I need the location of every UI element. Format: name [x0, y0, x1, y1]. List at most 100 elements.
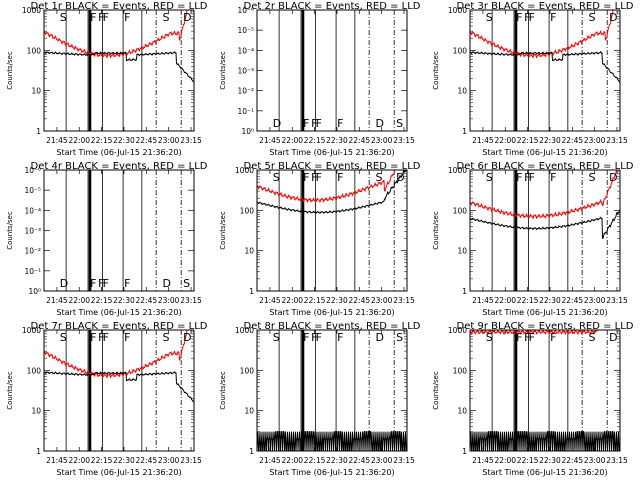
x-tick-label: 21:45: [46, 296, 68, 305]
flag-label: F: [337, 171, 343, 184]
x-tick-label: 22:15: [517, 296, 539, 305]
flag-label: S: [273, 331, 280, 344]
x-tick-label: 22:45: [136, 296, 158, 305]
series-line-a: [257, 170, 396, 204]
x-tick-label: 23:00: [584, 456, 606, 465]
x-tick-label: 22:15: [304, 456, 326, 465]
series-line-a: [44, 330, 189, 379]
flag-label: F: [103, 11, 109, 24]
y-tick-label: 10: [244, 407, 254, 416]
y-tick-label: 1: [462, 287, 467, 296]
y-tick-label: 100: [240, 366, 255, 375]
x-tick-label: 21:45: [472, 136, 494, 145]
x-tick-label: 23:00: [158, 136, 180, 145]
plot-frame: [256, 329, 408, 452]
y-tick-label: 100: [27, 366, 42, 375]
flag-label: S: [273, 171, 280, 184]
x-tick-label: 23:15: [180, 136, 202, 145]
flag-label: S: [60, 11, 67, 24]
y-tick-label: 10⁻⁴: [237, 46, 254, 55]
x-axis-label: Start Time (06-Jul-15 21:36:20): [56, 308, 181, 317]
x-axis-label: Start Time (06-Jul-15 21:36:20): [482, 308, 607, 317]
y-tick-label: 10: [457, 407, 467, 416]
flag-label: F: [311, 331, 317, 344]
series-line-b: [470, 431, 620, 451]
flag-label: F: [529, 331, 535, 344]
y-tick-label: 100: [453, 366, 468, 375]
y-tick-label: 1000: [448, 6, 467, 15]
flag-label: D: [609, 331, 617, 344]
y-axis-label: Counts/sec: [432, 371, 440, 410]
y-tick-label: 10: [457, 87, 467, 96]
x-tick-label: 21:45: [259, 456, 281, 465]
chart-title: Det 7r BLACK = Events, RED = LLD: [31, 321, 208, 332]
flag-label: S: [396, 117, 403, 130]
chart-panel-det7: Det 7r BLACK = Events, RED = LLD Counts/s…: [6, 321, 208, 477]
flag-label: F: [103, 331, 109, 344]
flag-label: S: [396, 331, 403, 344]
x-tick-label: 22:00: [68, 136, 90, 145]
y-tick-label: 1000: [22, 6, 41, 15]
flag-label: F: [524, 11, 530, 24]
chart-panel-det9: Det 9r BLACK = Events, RED = LLD Counts/s…: [432, 321, 634, 477]
x-tick-label: 22:00: [68, 296, 90, 305]
y-tick-label: 10: [31, 407, 41, 416]
x-tick-label: 23:00: [158, 296, 180, 305]
x-tick-label: 22:30: [326, 456, 348, 465]
y-axis-label: Counts/sec: [6, 211, 14, 250]
y-axis-label: Counts/sec: [219, 371, 227, 410]
x-tick-label: 23:15: [393, 456, 415, 465]
y-tick-label: 10⁻¹: [237, 107, 254, 116]
x-tick-label: 22:00: [281, 456, 303, 465]
x-tick-label: 22:45: [136, 136, 158, 145]
x-tick-label: 22:30: [113, 456, 135, 465]
y-axis-label: Counts/sec: [6, 51, 14, 90]
x-tick-label: 23:00: [584, 136, 606, 145]
flag-label: D: [60, 277, 68, 290]
chart-title: Det 9r BLACK = Events, RED = LLD: [457, 321, 634, 332]
x-tick-label: 23:15: [606, 456, 628, 465]
series-line-a: [470, 170, 617, 220]
flag-label: D: [163, 277, 171, 290]
flag-label: F: [550, 331, 556, 344]
plot-frame: [43, 329, 195, 452]
flag-label: F: [124, 331, 130, 344]
plot-frame: [43, 9, 195, 132]
x-tick-label: 22:45: [349, 296, 371, 305]
x-tick-label: 22:30: [539, 296, 561, 305]
y-tick-label: 10⁻¹: [24, 267, 41, 276]
x-tick-label: 23:00: [158, 456, 180, 465]
y-tick-label: 10⁻⁵: [237, 26, 254, 35]
flag-label: F: [103, 277, 109, 290]
flag-label: D: [376, 117, 384, 130]
x-tick-label: 21:45: [472, 456, 494, 465]
x-axis-label: Start Time (06-Jul-15 21:36:20): [56, 148, 181, 157]
plot-frame: [469, 9, 621, 132]
chart-title: Det 1r BLACK = Events, RED = LLD: [31, 1, 208, 12]
flag-label: S: [486, 171, 493, 184]
x-tick-label: 21:45: [259, 296, 281, 305]
y-tick-label: 10⁰: [28, 287, 41, 296]
x-tick-label: 23:15: [606, 296, 628, 305]
y-tick-label: 1: [462, 127, 467, 136]
x-tick-label: 22:00: [281, 296, 303, 305]
chart-title: Det 5r BLACK = Events, RED = LLD: [244, 161, 421, 172]
plot-frame: [256, 9, 408, 132]
x-tick-label: 21:45: [46, 456, 68, 465]
flag-label: D: [273, 117, 281, 130]
y-tick-label: 100: [453, 46, 468, 55]
x-tick-label: 22:15: [517, 136, 539, 145]
series-line-b: [44, 370, 194, 403]
y-tick-label: 10⁻⁵: [24, 186, 41, 195]
series-line-b: [44, 50, 194, 83]
flag-label: F: [303, 331, 309, 344]
flag-label: F: [98, 331, 104, 344]
flag-label: F: [524, 331, 530, 344]
y-tick-label: 10: [244, 247, 254, 256]
flag-label: F: [90, 331, 96, 344]
y-tick-label: 100: [453, 206, 468, 215]
y-tick-label: 10: [31, 87, 41, 96]
flag-label: F: [90, 11, 96, 24]
flag-label: F: [516, 11, 522, 24]
